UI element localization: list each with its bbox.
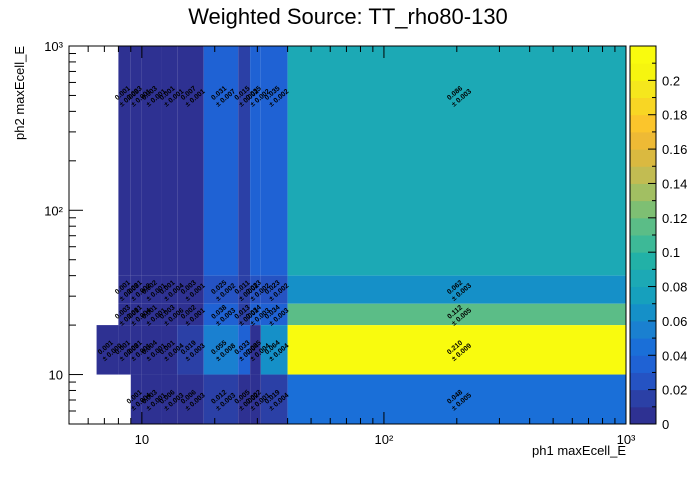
- heatmap-cell: [96, 325, 119, 375]
- heatmap-cell: [238, 374, 251, 424]
- heatmap-cell: [141, 303, 162, 326]
- heatmap-cell: [260, 303, 288, 326]
- heatmap-cell: [250, 303, 261, 326]
- heatmap-cell: [161, 46, 178, 276]
- heatmap-cells: [96, 46, 626, 424]
- heatmap-cell: [177, 325, 204, 375]
- colorbar-tick-label: 0.14: [662, 176, 687, 191]
- heatmap-cell: [161, 325, 178, 375]
- colorbar-segment: [630, 131, 656, 150]
- heatmap-cell: [287, 303, 626, 326]
- heatmap-cell: [130, 325, 142, 375]
- heatmap-cell: [203, 46, 239, 276]
- heatmap-cell: [141, 374, 162, 424]
- colorbar-segment: [630, 200, 656, 219]
- y-axis-label: ph2 maxEcell_E: [12, 46, 27, 140]
- heatmap-cell: [118, 46, 131, 276]
- x-tick-label: 10³: [617, 432, 636, 447]
- heatmap-cell: [118, 275, 131, 304]
- heatmap-cell: [141, 325, 162, 375]
- colorbar-tick-label: 0.16: [662, 142, 687, 157]
- colorbar-segment: [630, 389, 656, 408]
- axes: 10 10² 10³ 10 10² 10³: [44, 39, 636, 447]
- colorbar-segment: [630, 183, 656, 202]
- colorbar-tick-label: 0.08: [662, 280, 687, 295]
- plot-frame: [68, 45, 627, 425]
- colorbar-tick-label: 0.18: [662, 108, 687, 123]
- heatmap-cell: [177, 275, 204, 304]
- colorbar-segment: [630, 372, 656, 391]
- colorbar-tick-label: 0.12: [662, 211, 687, 226]
- heatmap-cell: [287, 325, 626, 375]
- colorbar-segment: [630, 217, 656, 236]
- colorbar-segment: [630, 286, 656, 305]
- heatmap-cell: [203, 374, 239, 424]
- heatmap-cell: [250, 374, 261, 424]
- colorbar-segment: [630, 355, 656, 373]
- heatmap-cell: [203, 275, 239, 304]
- heatmap-cell: [130, 275, 142, 304]
- y-tick-label: 10³: [44, 39, 63, 54]
- heatmap-cell: [260, 374, 288, 424]
- colorbar-segment: [630, 338, 656, 356]
- heatmap-cell: [141, 275, 162, 304]
- colorbar-segment: [630, 252, 656, 270]
- heatmap-cell: [177, 303, 204, 326]
- x-tick-label: 10²: [375, 432, 394, 447]
- heatmap-cell: [203, 325, 239, 375]
- heatmap-cell: [250, 275, 261, 304]
- heatmap-cell: [161, 275, 178, 304]
- colorbar-segment: [630, 166, 656, 184]
- colorbar-tick-label: 0.04: [662, 348, 687, 363]
- heatmap-cell: [250, 325, 261, 375]
- heatmap-cell: [238, 275, 251, 304]
- colorbar-segment: [630, 235, 656, 253]
- heatmap-cell: [118, 325, 131, 375]
- colorbar-tick-label: 0: [662, 417, 669, 432]
- colorbar-tick-label: 0.2: [662, 73, 680, 88]
- x-tick-label: 10: [135, 432, 149, 447]
- heatmap-cell: [203, 303, 239, 326]
- colorbar-segment: [630, 269, 656, 288]
- heatmap-cell: [260, 275, 288, 304]
- colorbar-segment: [630, 46, 656, 64]
- colorbar-segment: [630, 63, 656, 81]
- heatmap-cell: [161, 303, 178, 326]
- colorbar-segment: [630, 80, 656, 99]
- heatmap-cell: [238, 46, 251, 276]
- x-axis-label: ph1 maxEcell_E: [532, 443, 626, 458]
- heatmap-cell: [287, 374, 626, 424]
- colorbar-segment: [630, 406, 656, 425]
- heatmap-cell: [130, 46, 142, 276]
- colorbar-segment: [630, 149, 656, 167]
- heatmap-cell: [287, 46, 626, 276]
- heatmap-cell: [130, 374, 142, 424]
- heatmap-cell: [118, 303, 131, 326]
- heatmap-cell: [141, 46, 162, 276]
- y-tick-label: 10: [49, 368, 63, 383]
- heatmap-cell: [250, 46, 261, 276]
- y-tick-label: 10²: [44, 203, 63, 218]
- colorbar-segment: [630, 320, 656, 339]
- heatmap-cell: [130, 303, 142, 326]
- colorbar-segment: [630, 303, 656, 322]
- colorbar-segment: [630, 114, 656, 133]
- heatmap-cell: [177, 46, 204, 276]
- heatmap-cell: [238, 303, 251, 326]
- colorbar-tick-label: 0.1: [662, 245, 680, 260]
- colorbar-tick-label: 0.02: [662, 383, 687, 398]
- colorbar-segment: [630, 97, 656, 116]
- heatmap-cell: [177, 374, 204, 424]
- colorbar: 0 0.02 0.04 0.06 0.08 0.1 0.12 0.14 0.16 0.18 0.2: [629, 45, 687, 432]
- heatmap-cell: [260, 46, 288, 276]
- heatmap-cell: [287, 275, 626, 304]
- colorbar-tick-label: 0.06: [662, 314, 687, 329]
- heatmap-cell: [260, 325, 288, 375]
- chart-title: Weighted Source: TT_rho80-130: [188, 4, 508, 29]
- heatmap-cell: [161, 374, 178, 424]
- heatmap-cell: [238, 325, 251, 375]
